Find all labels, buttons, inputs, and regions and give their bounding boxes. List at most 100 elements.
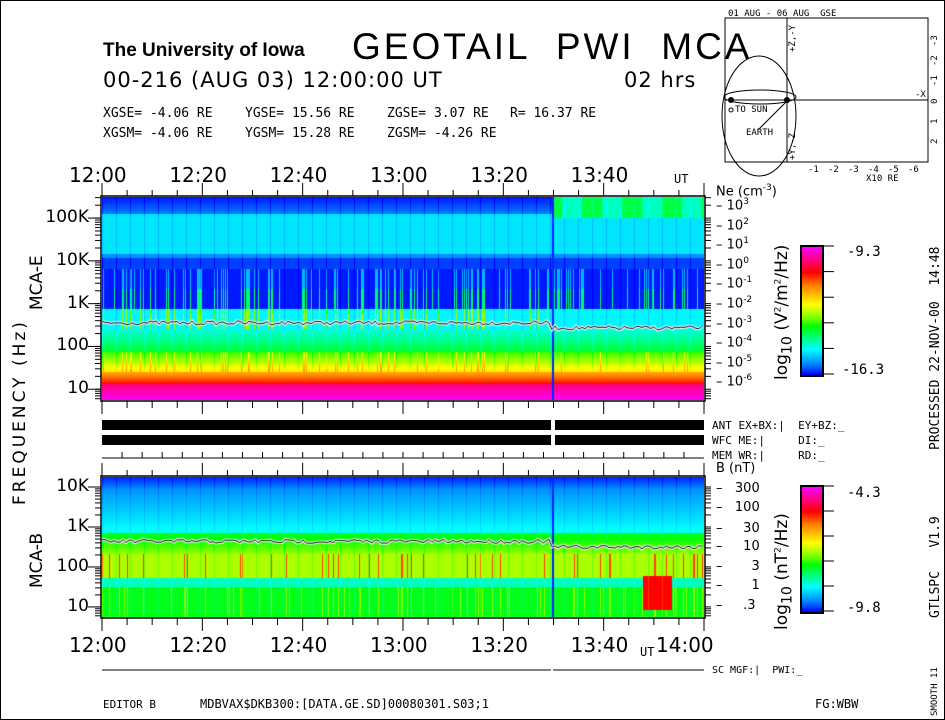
orbit-xtick-2: -2 [828, 165, 839, 175]
coord-xgsm: XGSM= -4.06 RE [103, 126, 213, 141]
orbit-xtick-6: -6 [908, 165, 919, 175]
ne-tick-label: – 103 [716, 197, 749, 214]
bottom-x-tick-label: 12:00 [69, 633, 127, 657]
earth-label: EARTH [746, 128, 774, 138]
orbit-xtick-4: -4 [868, 165, 879, 175]
processed-label: PROCESSED 22-NOV-00 14:48 [928, 246, 943, 451]
b-tick-label: – 300 [716, 481, 760, 496]
coord-r: R= 16.37 RE [510, 106, 597, 121]
orbit-ellipse-1 [721, 55, 797, 177]
date-line: 00-216 (AUG 03) 12:00:00 UT [103, 68, 443, 92]
top-x-tick-label: 12:00 [69, 163, 127, 187]
mca-e-y-tick-label: 100 [56, 335, 89, 356]
bottom-x-tick-label: 12:40 [269, 633, 328, 657]
ne-tick-label: – 10-3 [716, 314, 753, 331]
ne-tick-label: – 10-4 [716, 334, 753, 351]
ne-tick-label: – 10-1 [716, 275, 753, 292]
ne-tick-label: – 101 [716, 236, 749, 253]
coord-ygsm: YGSM= 15.28 RE [245, 126, 355, 141]
orbit-frame [724, 17, 929, 163]
bottom-x-tick-label: 13:20 [470, 633, 528, 657]
b-tick-label: – 1 [716, 578, 760, 593]
sun-marker [728, 107, 734, 113]
bottom-x-tick-label: 13:00 [370, 633, 428, 657]
mem-status-text: MEM WR:| RD:_ [712, 449, 825, 462]
b-tick-label: – 10 [716, 539, 760, 554]
b-tick-label: – .3 [716, 598, 756, 613]
b-tick-label: – 3 [716, 559, 760, 574]
mca-e-frame [100, 195, 706, 402]
mca-b-y-tick-label: 10 [67, 595, 89, 616]
fg-label: FG:WBW [815, 697, 859, 711]
bottom-ut-label: UT [640, 645, 655, 659]
ne-tick-label: – 10-2 [716, 295, 753, 312]
orbit-title: 01 AUG - 06 AUG GSE [728, 9, 837, 19]
bottom-x-tick-label: 13:40 [570, 633, 629, 657]
top-x-tick-label: 12:40 [269, 163, 328, 187]
top-ut-label: UT [674, 172, 689, 186]
earth-marker [784, 97, 790, 103]
b-tick-label: – 30 [716, 521, 760, 536]
file-path: MDBVAX$DKB300:[DATA.GE.SD]00080301.S03;1 [200, 697, 489, 711]
ant-status-bar-2 [555, 420, 704, 430]
ne-tick-label: – 102 [716, 216, 749, 233]
wfc-status-bar-2 [555, 435, 704, 445]
top-x-tick-label: 12:20 [169, 163, 227, 187]
mca-b-y-tick-label: 1K [67, 515, 89, 536]
b-tick-label: – 100 [716, 500, 760, 515]
institution-label: The University of Iowa [103, 40, 305, 61]
mca-b-colorbar [800, 485, 824, 614]
mca-e-y-tick-label: 1K [67, 292, 89, 313]
orbit-x-unit: X10 RE [866, 174, 899, 184]
smooth-label: SMOOTH 11 [930, 667, 940, 716]
sun-label: TO SUN [735, 105, 768, 115]
top-x-tick-label: 13:40 [570, 163, 629, 187]
wfc-status-text: WFC ME:| DI:_ [712, 434, 825, 447]
version-label: GTLSPC V1.9 [928, 516, 943, 618]
duration-label: 02 hrs [624, 68, 697, 92]
mca-e-colorbar-max: -9.3 [847, 244, 881, 260]
mca-b-spectrogram [102, 477, 704, 617]
mca-b-y-tick-label: 100 [56, 555, 89, 576]
orbit-label-minus-x: -X [915, 90, 926, 100]
bottom-x-tick-label: 14:00 [656, 633, 714, 657]
wfc-status-bar-1 [102, 435, 551, 445]
b-axis-title: B (nT) [716, 461, 756, 476]
mca-b-colorbar-label: log10 (nT2/Hz) [772, 513, 796, 630]
ant-status-bar-1 [102, 420, 551, 430]
top-x-tick-label: 13:00 [370, 163, 428, 187]
coord-xgse: XGSE= -4.06 RE [103, 106, 213, 121]
mca-b-frame [100, 475, 706, 619]
ne-tick-label: – 100 [716, 255, 749, 273]
bottom-x-tick-label: 12:20 [169, 633, 227, 657]
mca-b-y-tick-label: 10K [56, 476, 89, 496]
coord-ygse: YGSE= 15.56 RE [245, 106, 355, 121]
orbit-xtick-5: -5 [888, 165, 899, 175]
orbit-plot [721, 17, 929, 177]
top-x-tick-label: 13:20 [470, 163, 528, 187]
mca-e-colorbar-label: log10 (V2/m2/Hz) [772, 244, 796, 380]
mca-b-colorbar-max: -4.3 [847, 485, 881, 501]
mca-e-colorbar [800, 245, 824, 377]
mca-e-y-tick-label: 10K [56, 249, 89, 270]
sc-status-text: SC MGF:| PWI:_ [712, 665, 803, 676]
orbit-ellipse-2 [723, 89, 797, 105]
plot-title: GEOTAIL PWI MCA [352, 26, 753, 67]
coord-zgse: ZGSE= 3.07 RE [387, 106, 489, 121]
orbit-xtick-3: -3 [848, 165, 859, 175]
editor-label: EDITOR B [103, 698, 156, 711]
ne-tick-label: – 10-5 [716, 353, 753, 371]
mca-e-y-tick-label: 100K [45, 207, 89, 228]
orbit-xtick-1: -1 [808, 165, 819, 175]
ne-tick-label: – 10-6 [716, 373, 753, 390]
earth-pointer [757, 100, 788, 131]
mca-e-y-tick-label: 10 [67, 378, 89, 399]
spacecraft-marker [728, 97, 734, 103]
coord-zgsm: ZGSM= -4.26 RE [387, 126, 497, 141]
mca-b-colorbar-min: -9.8 [847, 600, 881, 616]
ne-axis-title: Ne (cm-3) [716, 183, 777, 200]
ant-status-text: ANT EX+BX:| EY+BZ:_ [712, 419, 845, 432]
mca-e-colorbar-min: -16.3 [842, 362, 885, 378]
mca-e-spectrogram [102, 197, 704, 400]
